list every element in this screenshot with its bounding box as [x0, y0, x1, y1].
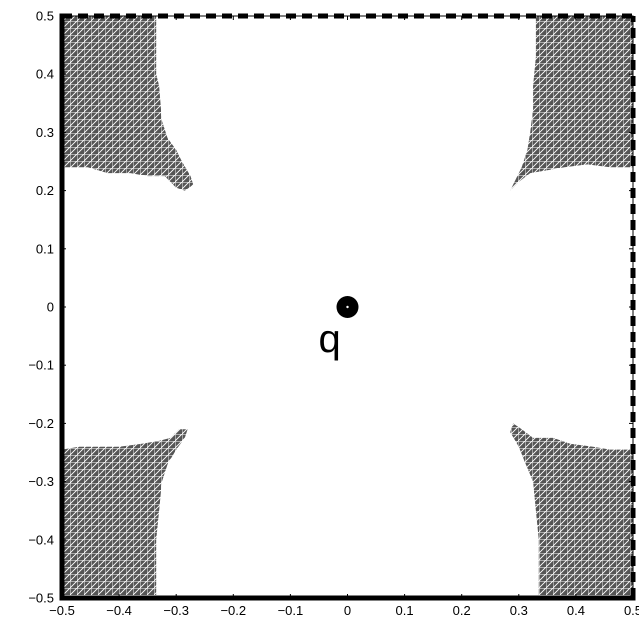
- y-tick-label: −0.2: [28, 416, 54, 431]
- y-tick-label: 0.2: [36, 183, 54, 198]
- x-tick-label: 0: [344, 603, 351, 618]
- y-tick-label: 0.1: [36, 241, 54, 256]
- x-tick-label: −0.4: [106, 603, 132, 618]
- boundary-layer: [59, 13, 636, 601]
- x-tick-label: −0.5: [49, 603, 75, 618]
- y-tick-label: 0.3: [36, 125, 54, 140]
- x-tick-label: 0.2: [453, 603, 471, 618]
- point-layer: q: [319, 296, 359, 361]
- y-tick-label: 0: [47, 300, 54, 315]
- point-q-center-dot: [346, 305, 349, 309]
- x-tick-label: −0.3: [163, 603, 189, 618]
- bottom-left-region: [62, 429, 188, 598]
- y-tick-label: 0.4: [36, 67, 54, 82]
- top-left-region: [62, 16, 194, 191]
- y-tick-label: −0.1: [28, 358, 54, 373]
- regions-layer: [62, 16, 633, 598]
- y-tick-label: −0.4: [28, 532, 54, 547]
- x-tick-label: 0.5: [624, 603, 639, 618]
- point-q-label: q: [319, 317, 341, 361]
- x-tick-label: −0.1: [278, 603, 304, 618]
- x-tick-label: −0.2: [220, 603, 246, 618]
- y-tick-label: −0.3: [28, 474, 54, 489]
- x-tick-label: 0.4: [567, 603, 585, 618]
- axes-layer: −0.5 −0.4 −0.3 −0.2 −0.1 0 0.1 0.2 0.3 0.4 0.5 0.5 0…: [28, 9, 639, 619]
- bottom-right-region: [510, 423, 633, 598]
- y-tick-label: 0.5: [36, 9, 54, 24]
- x-tick-label: 0.3: [510, 603, 528, 618]
- top-right-region: [510, 16, 633, 191]
- x-tick-label: 0.1: [396, 603, 414, 618]
- y-tick-label: −0.5: [28, 591, 54, 606]
